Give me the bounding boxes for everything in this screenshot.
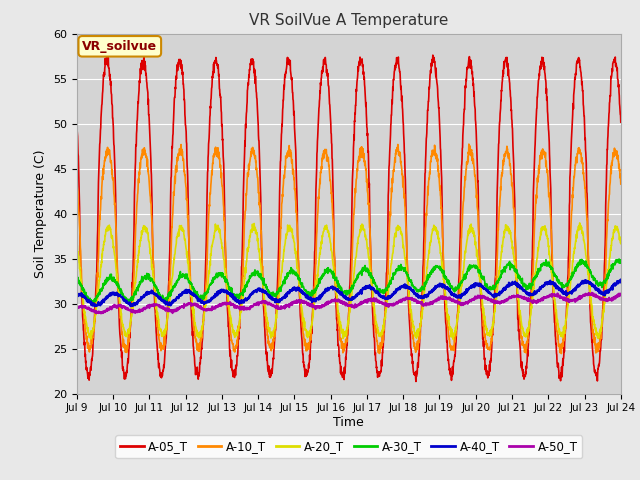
A-30_T <box>569 271 577 276</box>
A-05_T <box>225 323 232 329</box>
A-30_T <box>617 260 625 265</box>
A-50_T <box>569 298 577 303</box>
Y-axis label: Soil Temperature (C): Soil Temperature (C) <box>35 149 47 278</box>
A-20_T <box>507 235 515 241</box>
A-30_T <box>507 263 515 269</box>
A-40_T <box>73 290 81 296</box>
A-10_T <box>225 303 232 309</box>
A-20_T <box>576 220 584 226</box>
A-10_T <box>507 171 515 177</box>
A-10_T <box>365 202 372 207</box>
A-10_T <box>376 348 384 353</box>
A-50_T <box>73 305 81 311</box>
A-20_T <box>365 252 372 258</box>
A-20_T <box>449 336 457 342</box>
A-40_T <box>91 303 99 309</box>
Title: VR SoilVue A Temperature: VR SoilVue A Temperature <box>249 13 449 28</box>
A-30_T <box>88 302 96 308</box>
Line: A-50_T: A-50_T <box>77 293 621 313</box>
A-30_T <box>615 256 623 262</box>
A-20_T <box>584 268 592 274</box>
A-40_T <box>569 289 577 295</box>
A-05_T <box>617 119 625 125</box>
A-50_T <box>584 292 592 298</box>
Line: A-05_T: A-05_T <box>77 55 621 382</box>
A-20_T <box>225 298 232 303</box>
A-10_T <box>73 183 81 189</box>
A-40_T <box>376 293 384 299</box>
A-30_T <box>376 287 384 293</box>
A-10_T <box>557 351 565 357</box>
A-10_T <box>617 181 625 187</box>
X-axis label: Time: Time <box>333 416 364 429</box>
A-05_T <box>365 148 372 154</box>
A-20_T <box>376 334 384 339</box>
A-10_T <box>570 187 577 192</box>
A-05_T <box>376 370 384 376</box>
Line: A-20_T: A-20_T <box>77 223 621 339</box>
A-05_T <box>508 108 515 113</box>
A-40_T <box>225 291 232 297</box>
A-40_T <box>365 284 372 290</box>
A-30_T <box>365 267 372 273</box>
A-20_T <box>73 241 81 247</box>
A-20_T <box>569 259 577 264</box>
Legend: A-05_T, A-10_T, A-20_T, A-30_T, A-40_T, A-50_T: A-05_T, A-10_T, A-20_T, A-30_T, A-40_T, … <box>115 435 582 458</box>
A-20_T <box>617 241 625 247</box>
Text: VR_soilvue: VR_soilvue <box>82 40 157 53</box>
A-05_T <box>73 120 81 125</box>
A-50_T <box>507 295 515 300</box>
A-30_T <box>225 284 232 289</box>
Line: A-30_T: A-30_T <box>77 259 621 305</box>
Line: A-40_T: A-40_T <box>77 280 621 306</box>
A-10_T <box>584 252 592 257</box>
Line: A-10_T: A-10_T <box>77 144 621 354</box>
A-10_T <box>465 141 473 147</box>
A-05_T <box>570 101 577 107</box>
A-50_T <box>97 311 105 316</box>
A-40_T <box>507 282 515 288</box>
A-50_T <box>617 292 625 298</box>
A-30_T <box>584 264 592 270</box>
A-50_T <box>225 301 232 307</box>
A-05_T <box>584 254 592 260</box>
A-05_T <box>412 379 420 384</box>
A-30_T <box>73 276 81 281</box>
A-40_T <box>617 277 625 283</box>
A-40_T <box>584 280 592 286</box>
A-50_T <box>376 299 384 305</box>
A-50_T <box>588 290 596 296</box>
A-50_T <box>365 298 372 303</box>
A-05_T <box>429 52 436 58</box>
